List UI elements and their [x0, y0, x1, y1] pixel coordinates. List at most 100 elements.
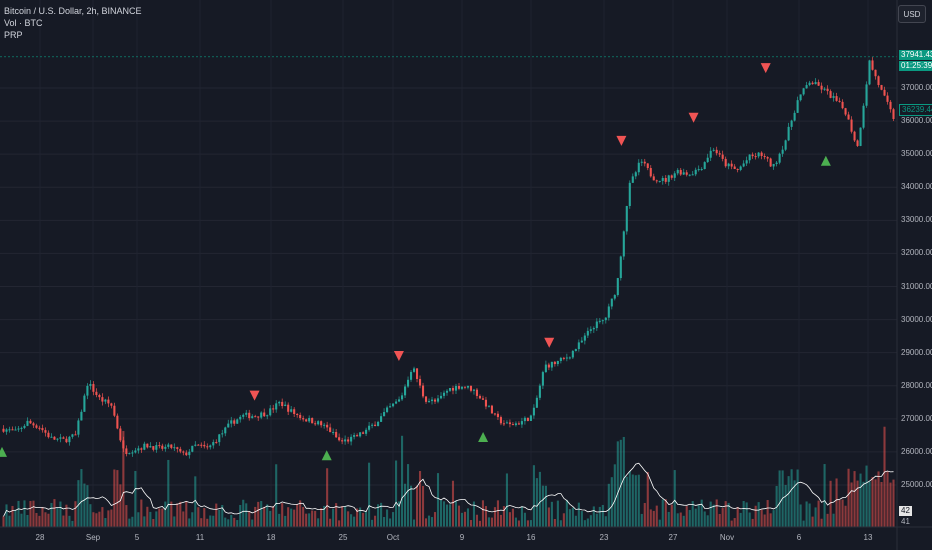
candle-body	[505, 422, 508, 424]
candle-body	[32, 423, 35, 426]
volume-bar	[353, 516, 356, 527]
volume-bar	[296, 504, 299, 527]
volume-bar	[574, 515, 577, 527]
candle-body	[871, 60, 874, 70]
candle-body	[140, 448, 143, 450]
candle-body	[682, 172, 685, 175]
candle-body	[772, 163, 775, 167]
volume-bar	[110, 509, 113, 527]
candle-body	[146, 443, 149, 448]
candle-body	[275, 403, 278, 410]
candle-body	[421, 385, 425, 397]
candle-body	[571, 350, 574, 358]
volume-bar	[230, 514, 233, 527]
volume-bar	[673, 470, 676, 527]
volume-bar	[119, 484, 122, 527]
volume-bar	[389, 518, 392, 527]
candle-body	[844, 108, 847, 115]
volume-bar	[98, 511, 101, 527]
candle-body	[700, 169, 703, 171]
volume-bar	[679, 512, 682, 527]
candle-body	[703, 162, 706, 170]
candle-body	[526, 417, 529, 421]
volume-bar	[65, 504, 68, 527]
volume-bar	[368, 462, 371, 527]
volume-bar	[197, 507, 200, 527]
volume-bar	[784, 484, 787, 527]
volume-bar	[580, 511, 583, 527]
volume-bar	[607, 483, 610, 527]
date-tick-label: 23	[599, 533, 609, 542]
volume-bar	[469, 520, 473, 527]
candle-body	[760, 152, 763, 156]
volume-bar	[254, 506, 257, 527]
candle-body	[8, 429, 11, 431]
volume-bar	[766, 500, 769, 527]
volume-bar	[853, 471, 856, 527]
date-tick-label: 9	[459, 533, 465, 542]
candle-body	[544, 364, 547, 373]
volume-bar	[571, 507, 574, 527]
candle-body	[718, 153, 721, 155]
candle-body	[350, 436, 353, 442]
volume-bar	[745, 502, 748, 527]
candle-body	[442, 392, 446, 396]
volume-bar	[556, 500, 559, 527]
price-tick-label: 27000.00	[901, 413, 932, 423]
volume-bar	[386, 509, 389, 527]
candle-body	[811, 82, 814, 85]
candle-body	[778, 153, 781, 163]
candle-body	[721, 154, 724, 159]
volume-bar	[691, 501, 694, 527]
candle-body	[212, 442, 215, 446]
currency-button[interactable]: USD	[898, 5, 926, 23]
candle-body	[475, 389, 479, 396]
candle-body	[790, 120, 793, 127]
volume-bar	[257, 501, 260, 527]
volume-bar	[700, 499, 703, 527]
volume-bar	[445, 504, 449, 527]
candle-body	[347, 439, 350, 442]
candle-body	[601, 320, 604, 322]
volume-bar	[311, 510, 314, 527]
candle-body	[110, 403, 113, 406]
volume-bar	[535, 478, 538, 527]
candle-body	[401, 395, 404, 400]
candle-body	[155, 445, 158, 450]
volume-legend[interactable]: Vol · BTC	[4, 18, 43, 28]
volume-bar	[472, 501, 476, 527]
price-tick-label: 35000.00	[901, 149, 932, 159]
volume-bar	[290, 508, 293, 527]
candle-body	[80, 411, 83, 421]
volume-bar	[793, 480, 796, 527]
volume-bar	[763, 514, 766, 527]
volume-bar	[224, 517, 227, 527]
volume-bar	[538, 471, 541, 527]
volume-bar	[592, 506, 595, 527]
candle-body	[550, 361, 553, 368]
candle-body	[646, 163, 649, 169]
volume-bar	[116, 470, 119, 527]
candle-body	[448, 387, 452, 391]
volume-bar	[92, 512, 95, 527]
candle-body	[191, 445, 194, 452]
symbol-legend[interactable]: Bitcoin / U.S. Dollar, 2h, BINANCE	[4, 6, 142, 16]
volume-bar	[499, 514, 502, 527]
candle-body	[697, 169, 700, 171]
volume-bar	[724, 501, 727, 527]
volume-bar	[272, 506, 275, 527]
volume-bar	[209, 515, 212, 527]
candle-body	[502, 423, 505, 425]
indicator-legend[interactable]: PRP	[4, 30, 23, 40]
candle-body	[748, 154, 751, 161]
candle-body	[493, 413, 496, 415]
candle-body	[383, 412, 386, 417]
volume-bar	[242, 499, 245, 527]
volume-bar	[496, 500, 499, 527]
volume-bar	[140, 499, 143, 527]
volume-bar	[610, 477, 613, 527]
volume-bar	[188, 518, 191, 527]
sell-signal-icon	[616, 135, 627, 146]
candle-body	[215, 442, 218, 444]
